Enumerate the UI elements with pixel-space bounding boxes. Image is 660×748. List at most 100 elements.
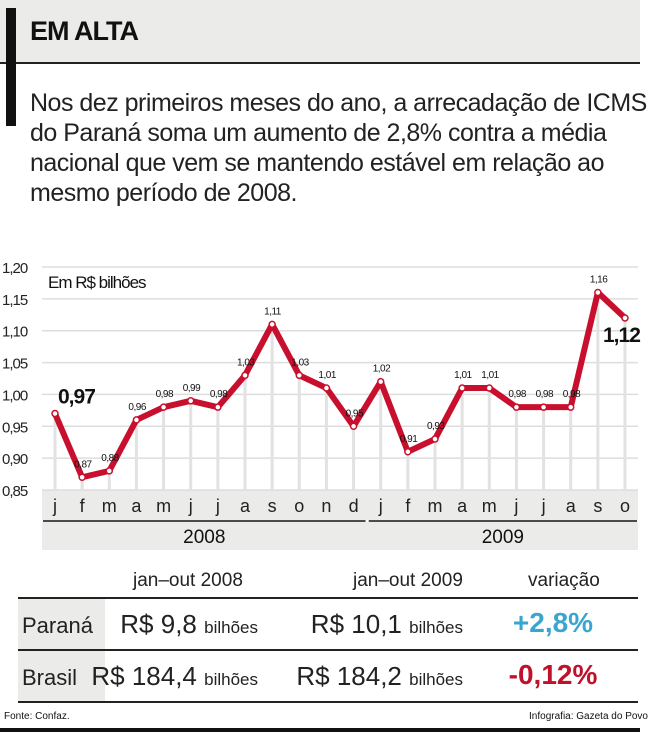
value-2009: R$ 10,1 bilhões [310,609,463,639]
x-tick-label: m [102,496,117,516]
col-header-variation: variação [528,570,600,591]
data-label: 0,88 [101,453,119,464]
x-tick-label: n [321,496,331,516]
data-point [159,403,168,411]
data-point [349,422,358,431]
data-label: 0,87 [74,459,92,470]
x-tick-label: s [268,496,277,516]
table-row-parana: Paraná R$ 9,8 bilhões R$ 10,1 bilhões +2… [18,597,638,649]
x-tick-label: j [188,496,193,516]
x-tick-label: j [215,496,220,516]
x-tick-label: a [131,496,142,516]
header: EM ALTA [0,0,640,126]
bottom-rule [0,728,640,732]
data-point [105,467,114,475]
data-point [268,320,276,329]
x-tick-label: a [240,496,251,516]
data-point [186,397,195,405]
data-point [214,403,222,411]
data-label: 0,93 [427,421,445,432]
data-label: 1,11 [264,306,282,317]
x-tick-label: m [482,496,497,516]
row-label: Paraná [18,599,105,649]
x-tick-label: o [294,496,304,516]
data-point [51,409,59,418]
data-point [431,435,439,443]
data-label: 0,91 [400,434,418,445]
data-point [78,473,86,482]
data-label: 0,98 [536,389,554,400]
series-line [52,289,628,481]
year-label: 2009 [482,527,524,548]
x-tick-label: j [378,496,383,516]
data-label: 1,03 [237,357,255,368]
x-tick-label: a [566,496,577,516]
line-chart: 1,20 1,15 1,10 1,05 1,00 0,95 0,90 0,85 Em R$ bi… [2,260,641,550]
source-note: Fonte: Confaz. [4,711,70,722]
data-label: 0,99 [183,383,201,394]
data-point [621,314,629,322]
y-tick-label: 0,95 [2,419,28,436]
value-2009: R$ 184,2 bilhões [296,661,463,691]
data-label: 1,12 [603,324,640,347]
unit-label: Em R$ bilhões [48,273,146,292]
variation: -0,12% [508,659,598,690]
data-point [322,384,331,392]
y-tick-label: 1,10 [2,324,28,341]
data-label: 0,98 [156,389,174,400]
data-point [132,416,141,424]
y-tick-label: 1,00 [2,387,28,404]
data-label: 1,01 [481,370,499,381]
accent-bar [6,8,16,126]
x-tick-label: d [349,496,359,516]
y-tick-label: 1,15 [2,292,28,309]
data-point [376,377,385,386]
data-point [295,371,304,380]
data-label: 1,03 [291,357,309,368]
data-point [458,384,466,392]
data-label: 1,16 [590,274,608,285]
data-label: 0,98 [508,389,526,400]
data-label: 1,01 [318,370,336,381]
data-label: 1,02 [373,364,391,375]
value-2008: R$ 9,8 bilhões [120,609,258,639]
data-label: 0,95 [346,408,364,419]
x-tick-label: f [405,496,411,516]
y-tick-label: 0,85 [2,483,28,500]
x-tick-label: o [620,496,630,516]
x-tick-label: j [513,496,518,516]
x-tick-label: j [541,496,546,516]
data-point [404,448,412,456]
credit-note: Infografia: Gazeta do Povo [529,711,648,722]
data-point [512,403,521,411]
data-point [594,288,602,297]
data-label: 1,01 [454,370,472,381]
value-2008: R$ 184,4 bilhões [91,661,258,691]
x-tick-label: s [593,496,602,516]
data-label: 0,97 [58,386,95,409]
x-tick-label: m [156,496,171,516]
x-tick-label: a [457,496,468,516]
lead-text: Nos dez primeiros meses do ano, a arreca… [30,89,647,207]
col-header-2008: jan–out 2008 [133,570,243,591]
variation: +2,8% [512,607,594,638]
y-tick-label: 1,20 [2,260,28,277]
month-band [42,490,638,520]
header-title: EM ALTA [30,16,139,46]
y-tick-label: 0,90 [2,451,28,468]
year-label: 2008 [183,527,225,548]
data-point [566,403,575,411]
x-tick-label: f [80,496,86,516]
data-label: 0,96 [128,402,146,413]
data-point [241,371,249,380]
y-tick-label: 1,05 [2,356,28,373]
row-label: Brasil [18,651,105,701]
table-row-brasil: Brasil R$ 184,4 bilhões R$ 184,2 bilhões… [18,649,638,703]
year-band [42,522,638,550]
x-tick-label: j [52,496,57,516]
data-label: 0,98 [210,389,228,400]
data-point [485,384,494,392]
data-point [539,403,548,411]
data-label: 0,98 [563,389,581,400]
x-tick-label: m [428,496,443,516]
